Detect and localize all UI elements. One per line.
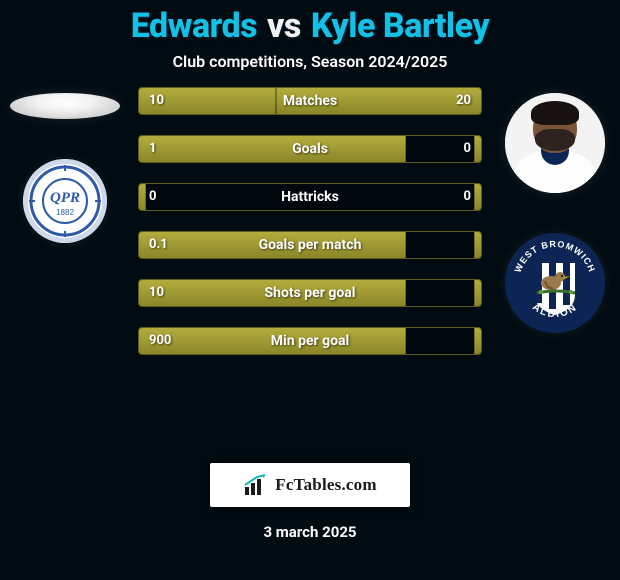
- stats-block: 1020Matches 10Goals 00Hattricks 0.1Goals pe…: [138, 87, 482, 375]
- stat-row-goals: 10Goals: [138, 135, 482, 163]
- stat-label: Min per goal: [139, 328, 481, 354]
- stat-row-matches: 1020Matches: [138, 87, 482, 115]
- fctables-logo-icon: [243, 473, 267, 497]
- fctables-watermark: FcTables.com: [210, 463, 410, 507]
- player2-name: Kyle Bartley: [311, 6, 489, 46]
- player1-name: Edwards: [131, 6, 257, 46]
- stat-label: Goals: [139, 136, 481, 162]
- footer-date: 3 march 2025: [0, 523, 620, 541]
- title: EdwardsvsKyle Bartley: [0, 0, 620, 46]
- stat-row-hattricks: 00Hattricks: [138, 183, 482, 211]
- stat-row-goals-per-match: 0.1Goals per match: [138, 231, 482, 259]
- svg-text:1882: 1882: [56, 208, 74, 217]
- qpr-crest-svg: QPR 1882: [23, 159, 107, 243]
- wba-crest: WEST BROMWICH ALBION: [505, 233, 605, 333]
- right-column: WEST BROMWICH ALBION: [490, 87, 620, 333]
- stat-label: Matches: [139, 88, 481, 114]
- edwards-photo: [10, 93, 120, 119]
- stat-label: Hattricks: [139, 184, 481, 210]
- stat-label: Shots per goal: [139, 280, 481, 306]
- vs-text: vs: [257, 6, 311, 46]
- comparison-card: EdwardsvsKyle Bartley Club competitions,…: [0, 0, 620, 580]
- stat-row-shots-per-goal: 10Shots per goal: [138, 279, 482, 307]
- kyle-bartley-photo: [505, 93, 605, 193]
- qpr-crest: QPR 1882: [23, 159, 107, 243]
- left-column: QPR 1882: [0, 87, 130, 243]
- svg-text:QPR: QPR: [50, 190, 80, 206]
- stat-row-min-per-goal: 900Min per goal: [138, 327, 482, 355]
- stat-label: Goals per match: [139, 232, 481, 258]
- fctables-text: FcTables.com: [275, 475, 376, 495]
- wba-crest-svg: WEST BROMWICH ALBION: [505, 233, 605, 333]
- subtitle: Club competitions, Season 2024/2025: [0, 52, 620, 71]
- stage: QPR 1882 1020Matches 10Goals 00Hattricks 0.…: [0, 87, 620, 447]
